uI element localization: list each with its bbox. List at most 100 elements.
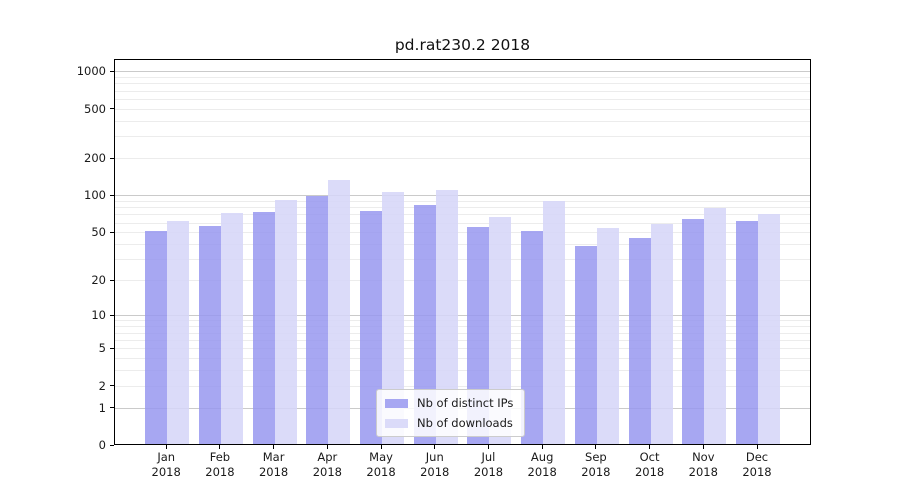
y-tick-mark-200 [110,157,114,159]
gridline-minor [115,326,810,328]
x-tick-year: 2018 [312,465,342,479]
gridline-minor [115,214,810,216]
y-tick-mark-500 [110,108,114,110]
y-tick-mark-100 [110,194,114,196]
gridline-minor [115,357,810,359]
y-tick-mark-1 [110,407,114,409]
gridline-minor [115,385,810,387]
x-tick-month: Dec [745,450,769,464]
chart-title: pd.rat230.2 2018 [394,36,531,54]
legend: Nb of distinct IPs Nb of downloads [376,389,526,437]
x-tick-year: 2018 [634,465,665,479]
gridline-minor [115,201,810,203]
x-tick-year: 2018 [688,465,718,479]
gridline-minor [115,280,810,282]
x-tick-label-nov: Nov 2018 [675,450,731,480]
x-tick-mark-sep [595,445,597,449]
x-tick-month: Nov [692,450,715,464]
y-tick-label-500: 500 [84,101,106,116]
x-tick-year: 2018 [420,465,450,479]
bar-downloads-jan [167,220,190,444]
x-tick-year: 2018 [527,465,557,479]
gridline-minor [115,332,810,334]
x-tick-label-may: May 2018 [353,450,409,480]
y-tick-label-100: 100 [84,188,106,203]
bar-distinct-ips-dec [736,220,758,444]
y-tick-label-1: 1 [98,400,106,415]
bar-downloads-may [382,192,405,444]
x-tick-mark-mar [273,445,275,449]
y-tick-label-1000: 1000 [76,64,106,79]
bar-distinct-ips-sep [574,245,597,444]
x-tick-year: 2018 [258,465,289,479]
x-tick-label-apr: Apr 2018 [299,450,355,480]
bar-downloads-aug [543,201,566,444]
gridline-minor [115,207,810,209]
gridline-minor [115,136,810,138]
x-tick-month: Jul [481,450,496,464]
gridline-minor [115,90,810,92]
gridline-minor [115,83,810,85]
bar-distinct-ips-oct [628,238,651,444]
x-tick-year: 2018 [205,465,235,479]
bar-distinct-ips-nov [682,219,705,444]
x-tick-label-jun: Jun 2018 [407,450,463,480]
gridline-major [115,195,810,197]
bar-distinct-ips-may [360,210,383,444]
x-tick-month: Aug [530,450,554,464]
x-tick-mark-jan [165,445,167,449]
plot-area [114,59,811,445]
gridline-minor [115,222,810,224]
legend-label-distinct-ips: Nb of distinct IPs [417,396,514,410]
y-tick-mark-0 [110,444,114,446]
legend-label-downloads: Nb of downloads [417,416,513,430]
y-tick-label-5: 5 [98,341,106,356]
y-tick-label-200: 200 [84,151,106,166]
x-tick-label-aug: Aug 2018 [514,450,570,480]
gridline-minor [115,77,810,79]
bar-downloads-nov [704,207,727,444]
x-tick-year: 2018 [742,465,772,479]
bar-distinct-ips-aug [521,231,544,444]
gridline-major [115,315,810,317]
y-tick-label-50: 50 [91,225,106,240]
x-tick-mark-nov [702,445,704,449]
bar-distinct-ips-mar [252,212,275,444]
x-tick-label-feb: Feb 2018 [192,450,248,480]
y-tick-label-10: 10 [91,308,106,323]
y-tick-label-20: 20 [91,273,106,288]
x-tick-label-dec: Dec 2018 [729,450,785,480]
gridline-major [115,71,810,73]
bar-distinct-ips-apr [306,196,329,444]
bar-downloads-sep [596,228,619,444]
gridline-minor [115,108,810,110]
bar-downloads-mar [274,199,297,444]
y-tick-label-2: 2 [98,378,106,393]
legend-row-downloads: Nb of downloads [385,416,513,430]
x-tick-mark-feb [219,445,221,449]
x-tick-month: Apr [317,450,338,464]
x-tick-mark-apr [326,445,328,449]
bar-downloads-dec [758,213,780,444]
bar-distinct-ips-jan [145,231,168,444]
x-tick-mark-dec [756,445,758,449]
x-tick-label-oct: Oct 2018 [622,450,678,480]
x-tick-month: Feb [209,450,231,464]
legend-row-distinct-ips: Nb of distinct IPs [385,396,513,410]
y-tick-mark-2 [110,385,114,387]
bar-downloads-feb [220,212,243,444]
y-tick-mark-20 [110,279,114,281]
x-tick-label-jan: Jan 2018 [138,450,194,480]
legend-swatch-distinct-ips-icon [385,398,408,408]
gridline-minor [115,348,810,350]
bar-downloads-oct [650,223,673,444]
y-tick-mark-5 [110,347,114,349]
x-tick-mark-aug [541,445,543,449]
x-tick-mark-oct [649,445,651,449]
gridline-minor [115,158,810,160]
x-tick-month: Mar [262,450,285,464]
bar-distinct-ips-jun [413,205,436,444]
legend-swatch-downloads-icon [385,418,408,428]
y-tick-label-0: 0 [98,438,106,452]
x-tick-month: Sep [585,450,607,464]
